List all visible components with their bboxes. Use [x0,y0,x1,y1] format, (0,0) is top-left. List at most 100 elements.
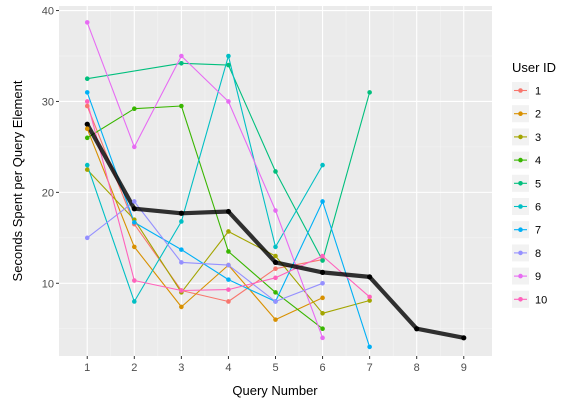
series-line-user-8 [86,200,323,303]
mean-point [178,210,184,216]
x-tick-label: 7 [367,362,373,374]
legend-label: 7 [535,225,541,237]
legend-key-point [518,134,523,140]
data-point-user-10 [132,278,137,283]
data-point-user-10 [367,294,372,300]
x-tick-label: 5 [272,362,278,374]
x-tick-label: 6 [320,362,326,374]
x-tick-label: 9 [461,362,467,374]
data-point-user-5 [179,60,184,66]
data-point-user-5 [273,169,278,174]
y-tick-label: 10 [42,278,54,290]
data-point-user-4 [84,135,90,141]
x-axis-title: Query Number [232,383,318,398]
data-point-user-6 [84,162,90,168]
data-point-user-6 [179,219,184,224]
data-point-user-7 [179,247,184,252]
legend-keys: 1 2 3 4 5 6 7 8 9 10 [512,82,547,308]
data-point-user-7 [367,344,372,350]
data-point-user-6 [132,299,137,304]
data-point-user-4 [320,326,325,332]
data-point-user-7 [226,277,231,282]
legend-key-point [518,250,523,256]
legend: User ID 1 2 3 4 5 6 7 8 9 10 [512,60,556,308]
x-tick-label: 4 [225,362,231,374]
data-point-user-7 [84,90,90,95]
data-point-user-3 [84,167,90,172]
y-axis-title: Seconds Spent per Query Element [10,80,25,281]
legend-key-point [518,273,523,279]
y-tick-label: 30 [42,96,54,108]
legend-key-point [518,297,523,302]
data-point-user-9 [179,53,184,59]
data-point-user-10 [226,287,231,292]
legend-label: 6 [535,202,541,214]
data-point-user-2 [84,126,90,132]
data-point-user-2 [132,244,137,250]
data-point-user-10 [179,288,184,293]
data-point-user-7 [132,220,137,225]
legend-label: 4 [535,155,541,167]
legend-key-point [518,227,523,232]
mean-line-layer [84,121,467,341]
data-point-user-1 [273,266,278,272]
data-point-user-10 [84,99,90,104]
legend-key-point [518,88,523,93]
legend-label: 3 [535,132,541,144]
series-line-user-1 [86,105,323,303]
legend-key-point [518,111,523,116]
data-point-user-8 [84,235,90,241]
y-tick-label: 40 [42,6,54,18]
x-axis: 1 2 3 4 5 6 7 8 9 [84,356,467,374]
series-line-user-5 [87,62,371,262]
y-axis: 10 20 30 40 [42,6,59,290]
legend-label: 2 [535,109,541,121]
mean-point [461,335,467,341]
data-point-user-5 [84,76,90,82]
mean-point [272,259,279,265]
mean-point [131,206,137,212]
data-point-user-10 [320,253,325,259]
data-point-user-3 [273,253,278,259]
data-point-user-8 [226,262,231,268]
legend-label: 5 [535,178,541,190]
legend-label: 1 [535,86,541,98]
data-point-user-4 [273,290,278,295]
series-points [84,20,372,350]
data-point-user-5 [320,258,325,263]
data-point-user-8 [132,199,137,204]
data-point-user-2 [273,317,278,322]
mean-point [84,121,90,127]
data-point-user-6 [226,53,231,59]
data-point-user-9 [320,335,325,341]
data-point-user-3 [226,229,231,234]
data-point-user-6 [320,162,325,168]
legend-key-point [518,181,523,186]
x-tick-label: 8 [414,362,420,374]
legend-label: 9 [535,271,541,283]
mean-point [414,326,420,332]
legend-key-point [518,157,523,163]
data-point-user-9 [84,20,90,25]
x-tick-label: 3 [178,362,184,374]
series-line-user-9 [86,22,324,338]
data-point-user-9 [273,208,278,213]
mean-point [225,208,232,215]
data-point-user-5 [367,90,372,95]
legend-key-point [518,204,523,209]
data-point-user-1 [226,299,231,304]
data-point-user-8 [179,260,184,265]
data-point-user-1 [84,103,90,109]
data-point-user-7 [320,199,325,204]
x-tick-label: 1 [84,362,90,374]
data-point-user-2 [320,295,325,301]
data-point-user-4 [132,106,137,112]
x-tick-label: 2 [131,362,137,374]
data-point-user-3 [320,310,325,316]
data-point-user-5 [226,62,231,68]
y-tick-label: 20 [42,187,54,199]
mean-point [319,269,326,275]
data-point-user-8 [320,280,325,286]
data-point-user-4 [179,103,184,109]
